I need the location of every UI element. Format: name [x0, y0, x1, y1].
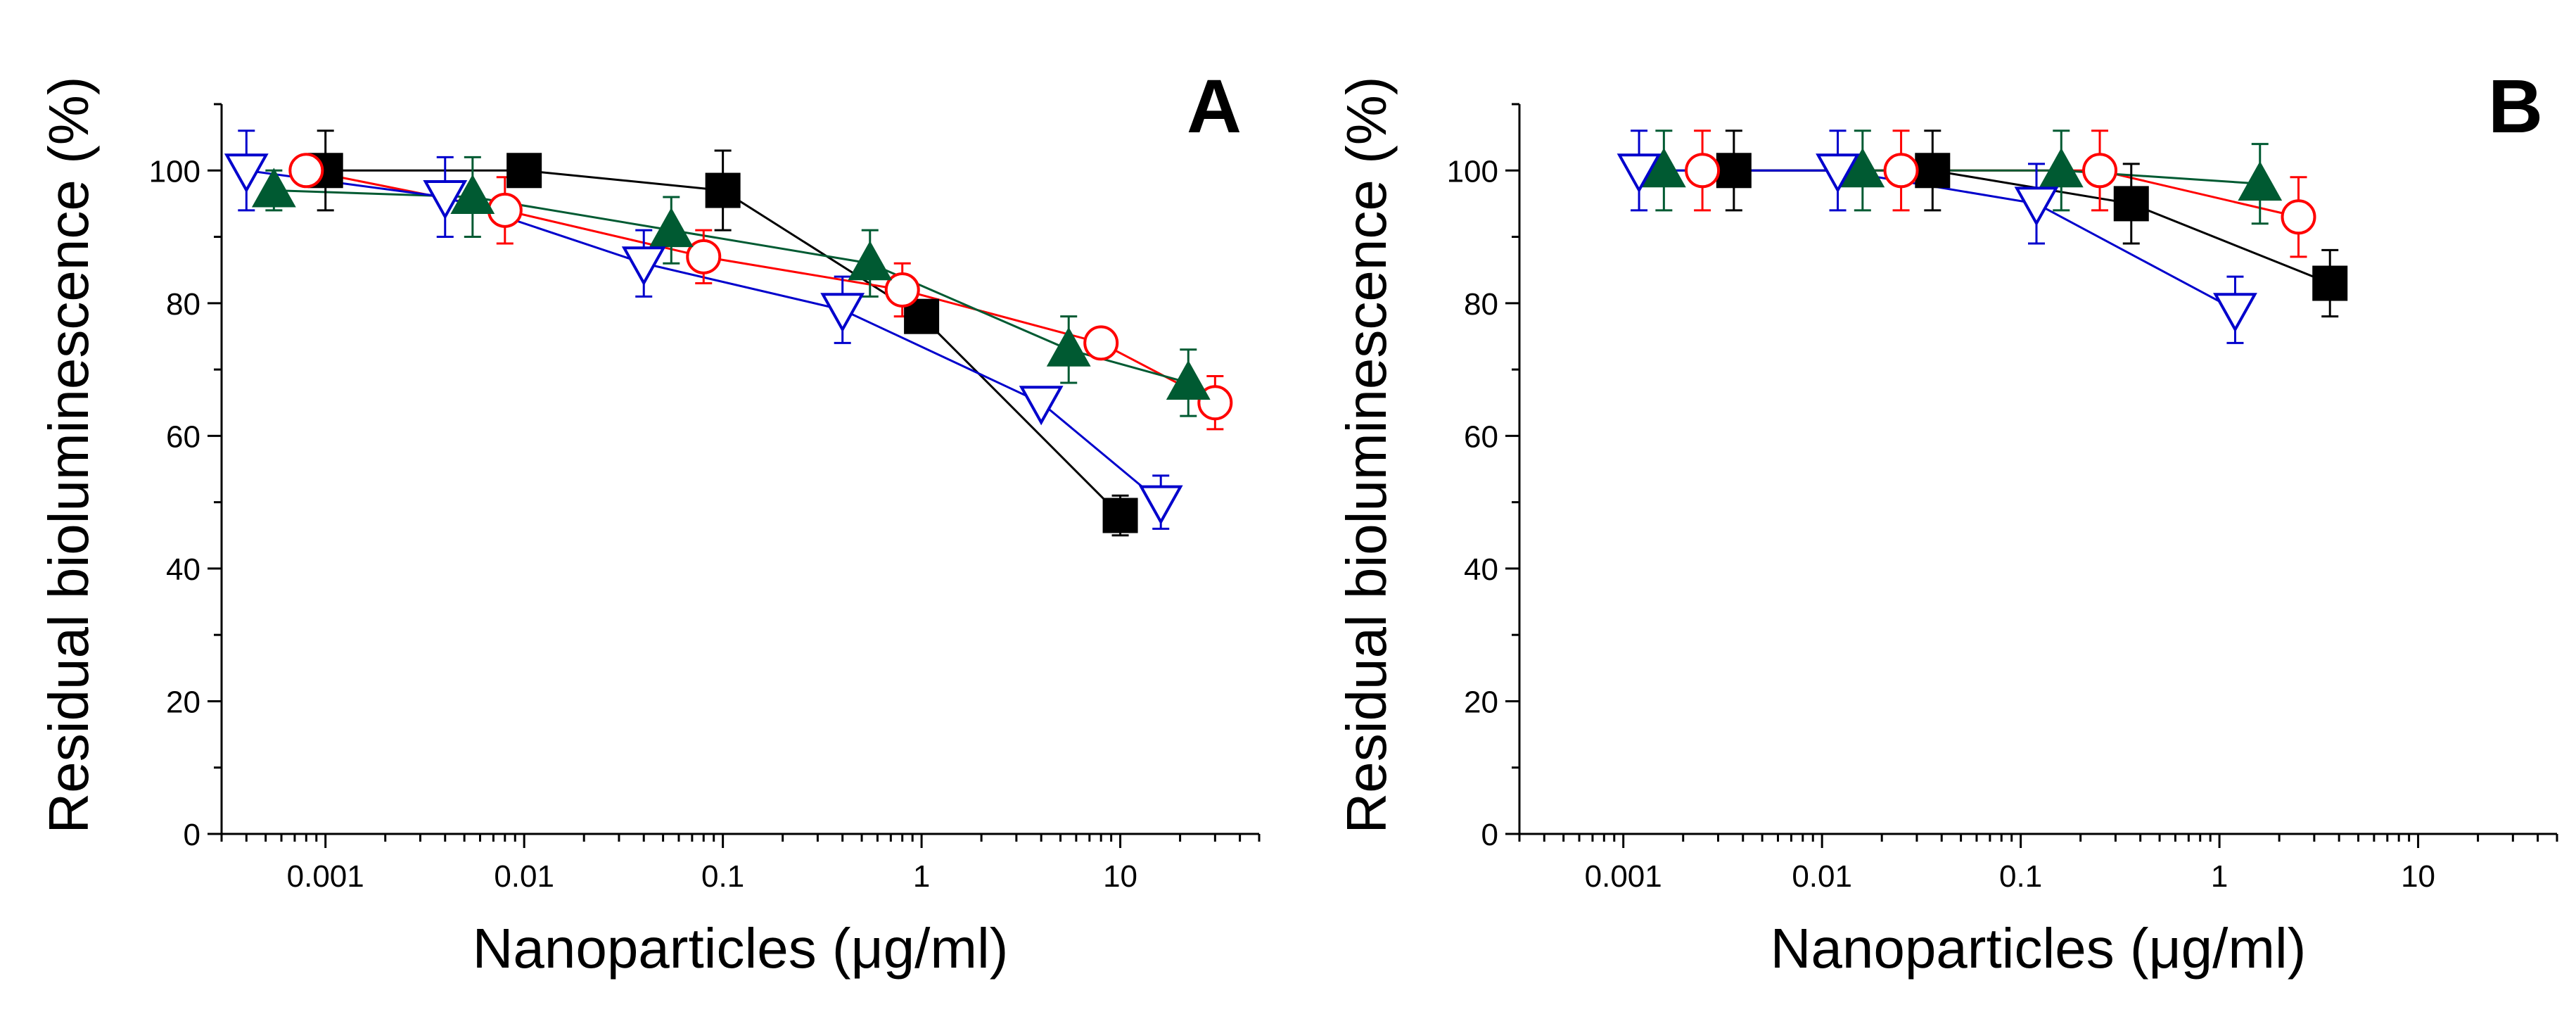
y-axis-title: Residual bioluminescence (%) [37, 76, 100, 833]
y-tick-label: 0 [1481, 818, 1498, 852]
y-tick-label: 80 [166, 287, 200, 322]
x-tick-label: 0.1 [1999, 859, 2042, 894]
series-circle-line [1702, 169, 2299, 218]
series-triangle-up-point [251, 167, 296, 208]
y-tick-label: 60 [166, 419, 200, 454]
chart-panel-b: 0 20 40 60 80 100 0.001 0.01 0.1 1 10 Nanoparticles… [1335, 63, 2558, 980]
y-axis-title: Residual bioluminescence (%) [1335, 76, 1398, 833]
series-triangle-down-point [224, 153, 269, 194]
y-tick-label: 100 [1447, 154, 1498, 189]
y-tick-label: 20 [1464, 685, 1498, 719]
series-circle-point [2281, 199, 2316, 235]
series-circle-point [288, 153, 324, 189]
series-triangle-up-line [274, 189, 1189, 384]
series-circle-point [686, 239, 722, 274]
series-triangle-up-line [1664, 169, 2260, 185]
series-circle-point [1083, 325, 1119, 361]
series-triangle-up-point [1166, 360, 1211, 400]
series-triangle-down-point [1019, 386, 1064, 426]
series-triangle-down-point [621, 246, 666, 286]
series-triangle-down-point [820, 293, 865, 333]
series-triangle-down-point [423, 179, 468, 220]
series-circle-point [487, 192, 523, 228]
series-circle-point [1685, 153, 1721, 189]
series-triangle-down-point [2014, 186, 2059, 227]
y-tick-label: 100 [149, 154, 200, 189]
series-square-point [2113, 186, 2149, 222]
series-square-point [1102, 498, 1138, 533]
series-triangle-up-point [2238, 161, 2283, 201]
series-triangle-up-point [2039, 148, 2084, 188]
series-circle-point [2082, 153, 2118, 189]
series-triangle-down-point [1816, 153, 1860, 194]
x-tick-label: 0.01 [1792, 859, 1852, 894]
series-triangle-down-point [1617, 153, 1662, 194]
x-tick-label: 10 [2401, 859, 2435, 894]
series-triangle-up-point [1641, 148, 1686, 188]
x-axis-title: Nanoparticles (μg/ml) [1771, 917, 2307, 980]
y-tick-label: 0 [184, 818, 200, 852]
panel-label: A [1187, 63, 1242, 148]
y-tick-label: 60 [1464, 419, 1498, 454]
series-triangle-up-point [450, 174, 495, 214]
series-square-point [1915, 153, 1951, 189]
x-axis-title: Nanoparticles (μg/ml) [473, 917, 1009, 980]
series-triangle-up-point [848, 241, 893, 281]
series-triangle-down-line [246, 169, 1162, 503]
y-tick-label: 80 [1464, 287, 1498, 322]
series-square-point [1716, 153, 1752, 189]
series-square-point [705, 172, 741, 208]
x-tick-label: 1 [913, 859, 930, 894]
series-triangle-down-point [2213, 293, 2257, 333]
series-triangle-up-point [1840, 148, 1885, 188]
chart-panel-a: 0 20 40 60 80 100 0.001 0.01 0.1 1 10 Nanoparticles… [37, 63, 1261, 980]
panel-label: B [2488, 63, 2543, 148]
x-tick-label: 0.1 [701, 859, 744, 894]
y-tick-label: 40 [1464, 552, 1498, 587]
x-tick-label: 0.001 [1585, 859, 1662, 894]
y-tick-label: 20 [166, 685, 200, 719]
series-square-point [2312, 265, 2348, 301]
x-tick-label: 1 [2211, 859, 2228, 894]
x-tick-label: 0.01 [494, 859, 554, 894]
x-tick-label: 10 [1103, 859, 1137, 894]
series-circle-point [884, 272, 920, 308]
series-square-point [904, 298, 940, 334]
series-triangle-up-point [1046, 327, 1091, 367]
x-tick-label: 0.001 [287, 859, 364, 894]
series-circle-point [1883, 153, 1919, 189]
y-tick-label: 40 [166, 552, 200, 587]
series-square-point [506, 153, 542, 189]
series-triangle-down-point [1138, 485, 1183, 525]
series-triangle-up-point [649, 208, 694, 248]
